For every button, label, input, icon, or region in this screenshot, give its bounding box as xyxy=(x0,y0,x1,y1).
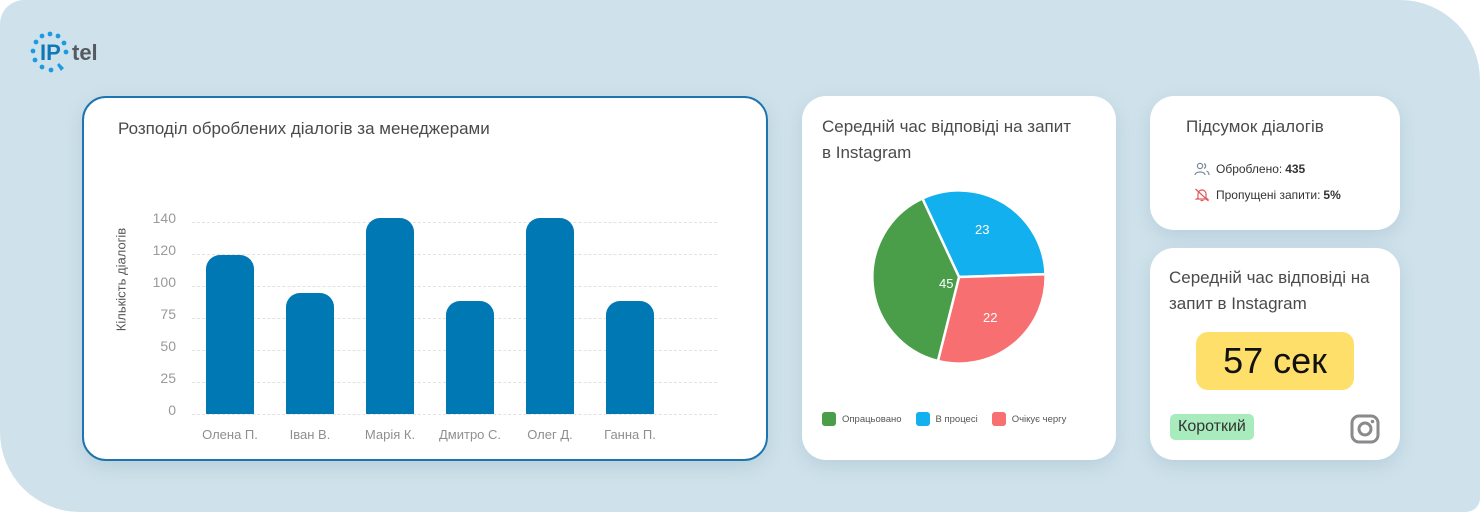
legend-item-waiting[interactable]: Очікує чергу xyxy=(991,412,1067,426)
bar-chart-title: Розподіл оброблених діалогів за менеджер… xyxy=(118,119,490,138)
svg-text:IP: IP xyxy=(40,40,61,65)
legend-swatch-red xyxy=(991,412,1006,426)
processed-stat: Оброблено: 435 xyxy=(1194,162,1305,176)
processed-label: Оброблено: xyxy=(1216,162,1283,176)
bar-chart-card: Розподіл оброблених діалогів за менеджер… xyxy=(82,96,768,461)
pie-legend: Опрацьовано В процесі Очікує чергу xyxy=(822,412,1066,426)
bar-dmytro[interactable] xyxy=(446,301,494,414)
pie-label-processed: 45 xyxy=(939,276,954,291)
bar-mariia[interactable] xyxy=(366,218,414,414)
bar-ivan[interactable] xyxy=(286,293,334,414)
pie-slice-in-progress[interactable] xyxy=(920,189,1047,279)
response-time-value: 57 сек xyxy=(1196,332,1354,390)
x-label: Олег Д. xyxy=(527,427,573,442)
y-tick: 0 xyxy=(168,402,176,418)
y-tick: 25 xyxy=(160,370,176,386)
gridline xyxy=(192,222,717,223)
missed-value: 5% xyxy=(1323,188,1341,202)
pie-label-waiting: 22 xyxy=(983,310,998,325)
x-label: Марія К. xyxy=(364,427,416,442)
y-tick: 100 xyxy=(152,274,176,290)
processed-value: 435 xyxy=(1285,162,1306,176)
svg-text:tel: tel xyxy=(72,40,98,65)
iptel-logo: IP tel xyxy=(30,31,98,73)
pie-chart-title: Середній час відповіді на запит в Instag… xyxy=(822,117,1072,162)
y-axis-label: Кількість діалогів xyxy=(113,227,129,332)
bar-oleh[interactable] xyxy=(526,218,574,414)
legend-swatch-green xyxy=(822,412,836,426)
gridline xyxy=(192,286,717,287)
legend-item-in-progress[interactable]: В процесі xyxy=(915,412,978,426)
bell-off-icon xyxy=(1194,188,1210,202)
users-icon xyxy=(1194,162,1210,176)
gridline xyxy=(192,414,717,415)
response-time-card: Середній час відповіді на запит в Instag… xyxy=(1150,248,1400,460)
legend-label: Опрацьовано xyxy=(842,413,902,425)
legend-item-processed[interactable]: Опрацьовано xyxy=(822,412,902,426)
x-label: Дмитро С. xyxy=(438,427,502,442)
y-tick: 140 xyxy=(152,210,176,226)
x-label: Олена П. xyxy=(202,427,258,442)
pie-chart xyxy=(871,189,1047,365)
instagram-icon[interactable] xyxy=(1350,414,1380,444)
y-tick: 75 xyxy=(160,306,176,322)
summary-card: Підсумок діалогів Оброблено: 435 Пропуще… xyxy=(1150,96,1400,230)
x-label: Ганна П. xyxy=(604,427,656,442)
pie-chart-card: Середній час відповіді на запит в Instag… xyxy=(802,96,1116,460)
pie-label-in-progress: 23 xyxy=(975,222,990,237)
legend-label: В процесі xyxy=(935,413,978,425)
gridline xyxy=(192,254,717,255)
y-tick: 50 xyxy=(160,338,176,354)
pie-slice-waiting[interactable] xyxy=(936,272,1047,365)
summary-title: Підсумок діалогів xyxy=(1186,117,1324,136)
pie-slice-processed[interactable] xyxy=(871,196,961,363)
legend-swatch-blue xyxy=(915,412,930,426)
bar-hanna[interactable] xyxy=(606,301,654,414)
legend-label: Очікує чергу xyxy=(1011,413,1067,425)
x-label: Іван В. xyxy=(289,427,331,442)
speed-badge: Короткий xyxy=(1170,414,1254,440)
missed-stat: Пропущені запити: 5% xyxy=(1194,188,1341,202)
response-time-title: Середній час відповіді на запит в Instag… xyxy=(1169,268,1370,313)
missed-label: Пропущені запити: xyxy=(1216,188,1321,202)
bar-olena[interactable] xyxy=(206,255,254,414)
y-tick: 120 xyxy=(152,242,176,258)
